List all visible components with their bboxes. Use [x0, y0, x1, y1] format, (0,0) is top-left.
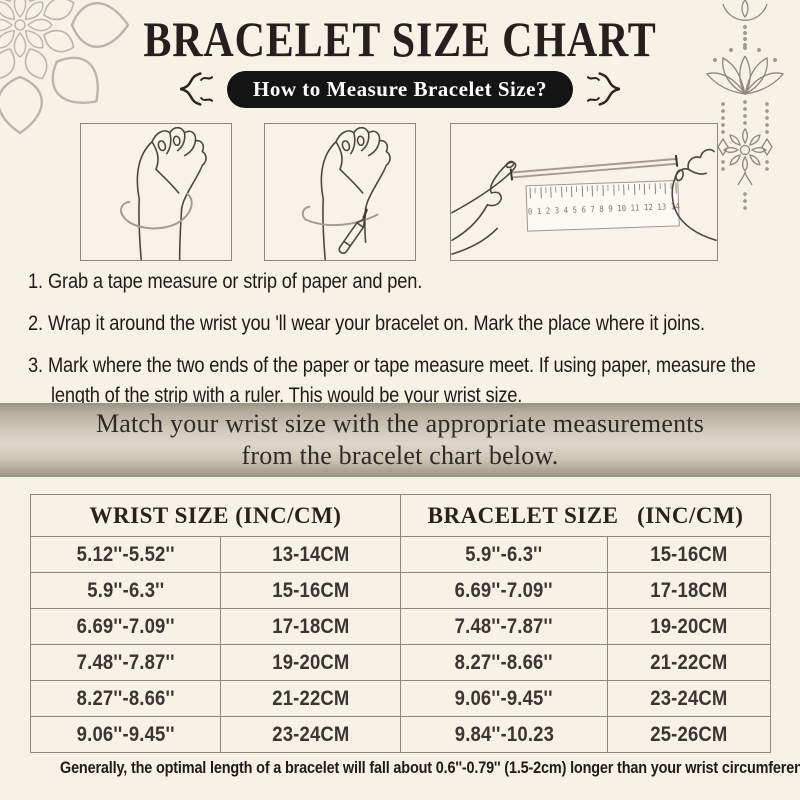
- match-size-banner: Match your wrist size with the appropria…: [0, 403, 800, 477]
- bracelet-inches: 9.06''-9.45'': [455, 686, 553, 710]
- wrist-cm: 21-22CM: [271, 686, 350, 710]
- wrist-cm: 23-24CM: [271, 722, 350, 746]
- bracelet-inches: 6.69''-7.09'': [455, 578, 553, 602]
- badge-row: How to Measure Bracelet Size?: [0, 68, 800, 110]
- how-to-measure-badge: How to Measure Bracelet Size?: [226, 70, 574, 108]
- table-row: 6.69''-7.09'' 17-18CM 7.48''-7.87'' 19-2…: [30, 608, 771, 645]
- wrist-inches: 9.06''-9.45'': [76, 722, 175, 746]
- banner-line-1: Match your wrist size with the appropria…: [95, 409, 705, 438]
- wrist-inches: 8.27''-8.66'': [76, 686, 175, 710]
- bracelet-cm: 25-26CM: [650, 722, 728, 746]
- bracelet-inches: 7.48''-7.87'': [455, 614, 553, 638]
- flourish-right-icon: [587, 72, 621, 106]
- instruction-step-3: 3. Mark where the two ends of the paper o…: [28, 350, 793, 410]
- wrist-cm: 13-14CM: [271, 542, 350, 566]
- footer-note: Generally, the optimal length of a brace…: [60, 758, 800, 777]
- banner-line-2: from the bracelet chart below.: [241, 441, 559, 470]
- bracelet-cm: 21-22CM: [650, 650, 728, 674]
- step-text: Grab a tape measure or strip of paper an…: [48, 269, 423, 293]
- step-number: 2.: [28, 311, 43, 335]
- bracelet-inches: 5.9''-6.3'': [465, 542, 543, 566]
- step-number: 1.: [28, 269, 43, 293]
- bracelet-cm: 17-18CM: [650, 578, 728, 602]
- table-row: 9.06''-9.45'' 23-24CM 9.84''-10.23 25-26…: [30, 716, 771, 753]
- step-number: 3.: [28, 353, 43, 377]
- bracelet-inches: 8.27''-8.66'': [455, 650, 553, 674]
- wrist-inches: 6.69''-7.09'': [76, 614, 175, 638]
- wrist-size-header: WRIST SIZE (INC/CM): [30, 494, 401, 537]
- step-text: Mark where the two ends of the paper or …: [48, 353, 756, 407]
- lotus-ornament-decoration: [705, 0, 785, 210]
- wrist-inches: 7.48''-7.87'': [76, 650, 175, 674]
- illustration-mark-pen: [264, 123, 416, 261]
- hand-with-tape-drawing: [120, 126, 207, 260]
- table-row: 7.48''-7.87'' 19-20CM 8.27''-8.66'' 21-2…: [30, 644, 771, 681]
- flourish-left-icon: [179, 72, 213, 106]
- illustration-measure-ruler: 0 1 2 3 4 5 6 7 8 9 10 11 12 13 14: [450, 123, 718, 261]
- wrist-inches: 5.12''-5.52'': [76, 542, 175, 566]
- page-title: BRACELET SIZE CHART: [143, 11, 657, 67]
- table-row: 5.9''-6.3'' 15-16CM 6.69''-7.09'' 17-18C…: [30, 572, 771, 609]
- instructions-list: 1. Grab a tape measure or strip of paper …: [28, 266, 793, 422]
- hand-with-pen-drawing: [301, 126, 391, 260]
- bracelet-size-header: BRACELET SIZE (INC/CM): [400, 494, 771, 537]
- bracelet-cm: 15-16CM: [650, 542, 728, 566]
- mandala-flower-decoration: [0, 0, 130, 135]
- hands-with-ruler-drawing: 0 1 2 3 4 5 6 7 8 9 10 11 12 13 14: [451, 148, 717, 255]
- table-header-row: WRIST SIZE (INC/CM) BRACELET SIZE (INC/C…: [30, 494, 771, 537]
- table-row: 8.27''-8.66'' 21-22CM 9.06''-9.45'' 23-2…: [30, 680, 771, 717]
- instruction-step-2: 2. Wrap it around the wrist you 'll wear …: [28, 308, 793, 338]
- bracelet-cm: 23-24CM: [650, 686, 728, 710]
- instruction-step-1: 1. Grab a tape measure or strip of paper …: [28, 266, 793, 296]
- bracelet-cm: 19-20CM: [650, 614, 728, 638]
- step-text: Wrap it around the wrist you 'll wear yo…: [48, 311, 705, 335]
- wrist-cm: 15-16CM: [271, 578, 350, 602]
- wrist-cm: 17-18CM: [271, 614, 350, 638]
- illustration-wrap-tape: [80, 123, 232, 261]
- wrist-cm: 19-20CM: [271, 650, 350, 674]
- size-table: WRIST SIZE (INC/CM) BRACELET SIZE (INC/C…: [30, 494, 771, 753]
- table-row: 5.12''-5.52'' 13-14CM 5.9''-6.3'' 15-16C…: [30, 536, 771, 573]
- bracelet-inches: 9.84''-10.23: [454, 722, 554, 746]
- wrist-inches: 5.9''-6.3'': [86, 578, 165, 602]
